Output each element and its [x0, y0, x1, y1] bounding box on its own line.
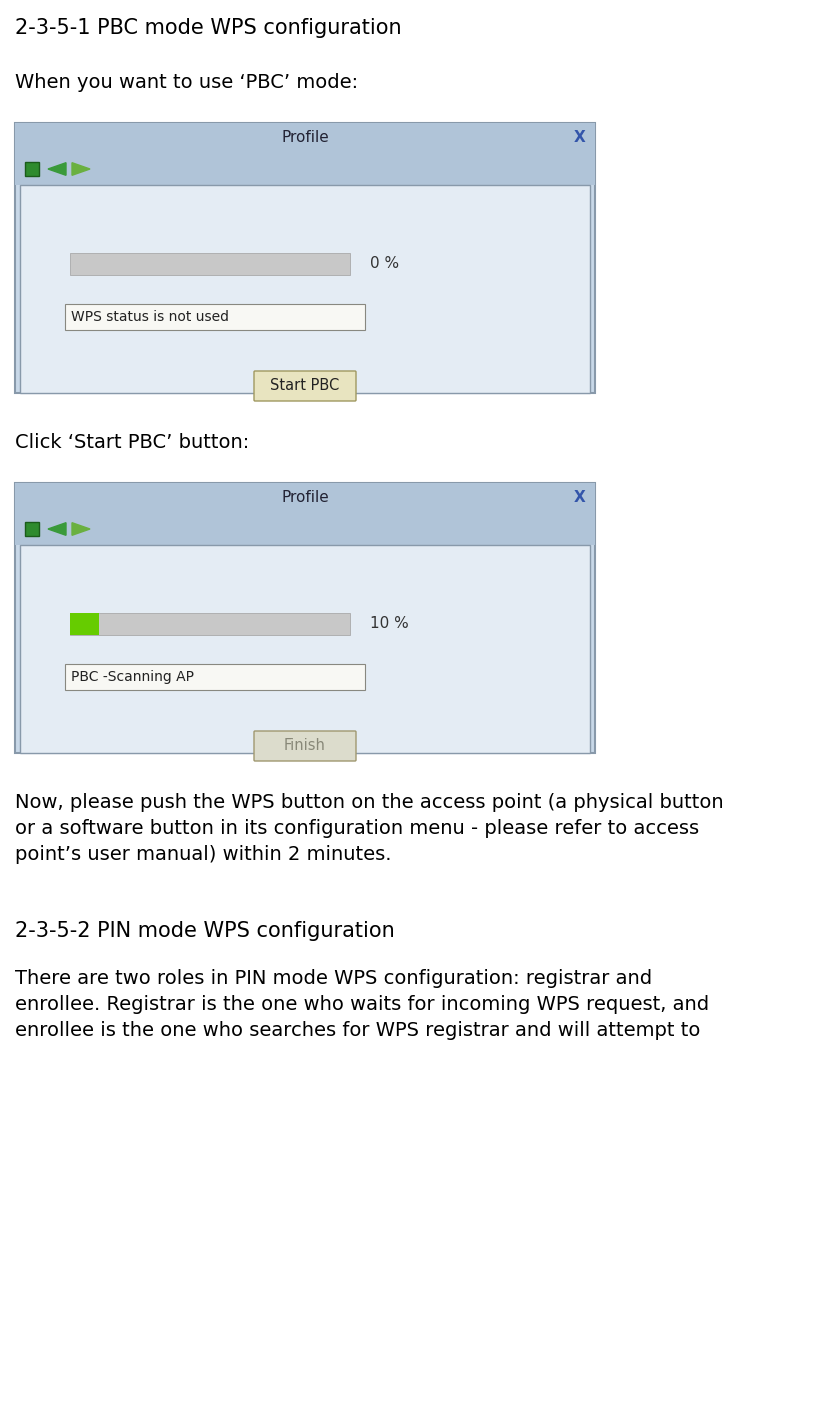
Text: WPS status is not used: WPS status is not used — [71, 309, 229, 324]
Bar — [70, 253, 350, 276]
Bar — [15, 483, 595, 513]
Bar — [25, 521, 39, 536]
Polygon shape — [72, 523, 90, 536]
Polygon shape — [72, 162, 90, 175]
Text: 2-3-5-1 PBC mode WPS configuration: 2-3-5-1 PBC mode WPS configuration — [15, 18, 402, 38]
Bar — [25, 162, 39, 177]
Text: PBC -Scanning AP: PBC -Scanning AP — [71, 670, 194, 684]
Text: X: X — [574, 130, 586, 146]
Text: When you want to use ‘PBC’ mode:: When you want to use ‘PBC’ mode: — [15, 73, 358, 92]
Bar — [15, 153, 595, 185]
Text: Now, please push the WPS button on the access point (a physical button: Now, please push the WPS button on the a… — [15, 793, 723, 812]
Text: enrollee is the one who searches for WPS registrar and will attempt to: enrollee is the one who searches for WPS… — [15, 1022, 701, 1040]
Text: Start PBC: Start PBC — [270, 379, 340, 393]
Text: 2-3-5-2 PIN mode WPS configuration: 2-3-5-2 PIN mode WPS configuration — [15, 921, 395, 941]
Polygon shape — [48, 162, 66, 175]
Bar — [15, 483, 595, 753]
Text: Profile: Profile — [281, 130, 329, 146]
Bar — [15, 123, 595, 153]
Text: There are two roles in PIN mode WPS configuration: registrar and: There are two roles in PIN mode WPS conf… — [15, 969, 652, 988]
Bar — [20, 185, 590, 393]
FancyBboxPatch shape — [254, 731, 356, 762]
Bar — [65, 664, 365, 690]
Polygon shape — [48, 523, 66, 536]
Bar — [15, 123, 595, 393]
Text: Click ‘Start PBC’ button:: Click ‘Start PBC’ button: — [15, 432, 249, 452]
Bar — [70, 613, 350, 634]
Bar — [15, 513, 595, 545]
Text: enrollee. Registrar is the one who waits for incoming WPS request, and: enrollee. Registrar is the one who waits… — [15, 995, 709, 1015]
Bar — [70, 613, 99, 634]
Text: point’s user manual) within 2 minutes.: point’s user manual) within 2 minutes. — [15, 845, 392, 863]
Text: or a software button in its configuration menu - please refer to access: or a software button in its configuratio… — [15, 820, 699, 838]
Text: X: X — [574, 490, 586, 506]
Bar — [65, 304, 365, 331]
Text: 0 %: 0 % — [370, 257, 399, 271]
Bar — [20, 545, 590, 753]
Text: Finish: Finish — [284, 739, 326, 753]
Text: Profile: Profile — [281, 490, 329, 506]
FancyBboxPatch shape — [254, 372, 356, 401]
Text: 10 %: 10 % — [370, 616, 409, 632]
